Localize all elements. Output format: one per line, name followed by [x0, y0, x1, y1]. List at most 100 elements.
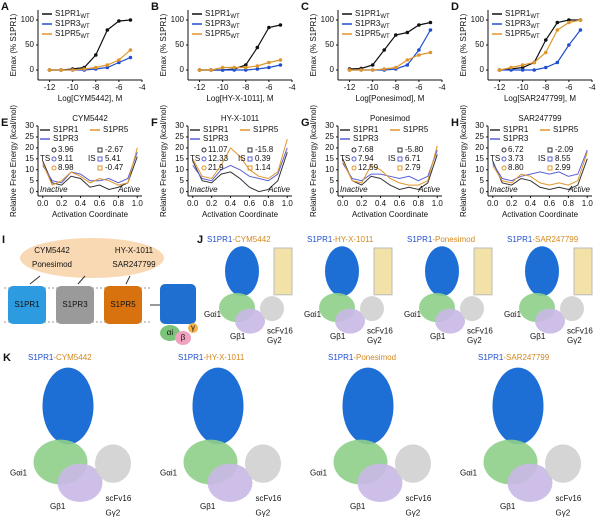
y-tick-label: 0 — [480, 65, 485, 74]
legend-name: S1PR1 — [355, 9, 381, 18]
legend-name: S1PR5 — [505, 29, 531, 38]
x-tick-label: 0.0 — [487, 199, 499, 208]
panel-letter: G — [301, 117, 310, 129]
y-tick-label: 25 — [175, 132, 184, 141]
g-gamma-label: Gγ2 — [106, 508, 121, 517]
x-tick-label: 0.2 — [56, 199, 68, 208]
receptor-density — [525, 246, 559, 297]
g-beta-label: Gβ1 — [200, 502, 216, 511]
is-value: 5.41 — [105, 154, 121, 163]
receptor-box — [104, 286, 142, 324]
ts-marker — [51, 156, 57, 162]
y-tick-label: 0 — [330, 187, 335, 196]
ts-value: 12.59 — [358, 163, 379, 172]
ligand-name: HY-X-1011 — [115, 246, 154, 255]
legend-name: S1PR3 — [203, 134, 229, 143]
x-tick-label: -8 — [242, 83, 250, 92]
legend-entry: S1PR5WT — [205, 29, 240, 39]
series-line — [349, 51, 431, 71]
series-line — [192, 152, 288, 193]
data-point — [543, 65, 548, 70]
y-tick-label: 10 — [325, 165, 334, 174]
data-point — [209, 68, 213, 72]
arrow — [77, 275, 86, 285]
start-label: Inactive — [40, 185, 68, 194]
is-value: -2.09 — [555, 145, 574, 154]
y-axis-label: Emax (% S1PR1) — [159, 13, 168, 76]
ligand-name: -HY-X-1011 — [203, 353, 244, 362]
ts-value: 3.73 — [508, 154, 524, 163]
legend-subscript: WT — [530, 24, 540, 30]
legend-name: S1PR1 — [203, 125, 229, 134]
legend-name: S1PR1 — [503, 125, 529, 134]
x-tick-label: 0.4 — [375, 199, 387, 208]
y-tick-label: 15 — [25, 154, 34, 163]
series-line — [342, 145, 438, 186]
legend-entry: S1PR5 — [403, 125, 429, 134]
y-axis-label: Relative Free Energy (kcal/mol) — [159, 105, 168, 217]
legend-entry: S1PR5 — [103, 125, 129, 134]
series-line — [49, 49, 131, 71]
g-beta-label: Gβ1 — [230, 332, 246, 341]
legend-entry: S1PR1WT — [55, 9, 90, 19]
data-point — [267, 25, 271, 30]
ts-value: 3.96 — [58, 145, 74, 154]
y-tick-label: 0 — [180, 187, 185, 196]
g-alpha-label: αi — [167, 328, 174, 337]
series-line — [492, 158, 588, 190]
is-value: -5.80 — [405, 145, 424, 154]
data-point — [428, 20, 433, 25]
legend-subscript: WT — [80, 24, 90, 30]
data-point — [428, 50, 433, 55]
data-point — [520, 68, 525, 72]
legend-name: S1PR3 — [503, 134, 529, 143]
legend-entry: S1PR1WT — [205, 9, 240, 19]
legend-name: S1PR5 — [403, 125, 429, 134]
is-marker — [547, 156, 553, 162]
g-beta-label: Gβ1 — [330, 332, 346, 341]
ts-marker — [351, 147, 357, 153]
legend-subscript: WT — [230, 14, 240, 20]
is-label: IS — [538, 154, 546, 163]
panel-letter: D — [451, 1, 459, 13]
g-alpha — [160, 325, 180, 341]
is-label: IS — [388, 154, 396, 163]
x-tick-label: 0.6 — [544, 199, 556, 208]
receptor-name: S1PR5 — [110, 300, 136, 309]
data-point — [128, 55, 133, 60]
data-point — [532, 60, 537, 65]
y-axis-label: Emax (% S1PR1) — [309, 13, 318, 76]
legend-entry: S1PR1 — [53, 125, 79, 134]
panel-letter: I — [2, 234, 5, 246]
ligand-name: -SAR247799 — [532, 235, 578, 244]
series-line — [499, 19, 581, 71]
series-line — [342, 154, 438, 190]
ts-label: TS — [340, 154, 350, 163]
chart-title: CYM5442 — [72, 114, 108, 123]
g-alpha-label: Gαi1 — [460, 468, 478, 477]
series-line — [492, 149, 588, 182]
data-point — [417, 48, 421, 52]
ts-value: 6.72 — [508, 145, 524, 154]
ligand-density — [473, 247, 493, 296]
x-tick-label: 0.4 — [525, 199, 537, 208]
x-tick-label: -6 — [565, 83, 573, 92]
receptor-name: S1PR1 — [407, 235, 433, 244]
data-point — [417, 23, 421, 27]
data-point — [243, 65, 248, 70]
data-point — [382, 67, 387, 71]
is-value: 6.71 — [405, 154, 421, 163]
x-tick-label: 0.8 — [563, 199, 575, 208]
legend-name: S1PR5 — [355, 29, 381, 38]
x-tick-label: -6 — [115, 83, 123, 92]
structure-title: S1PR1-Ponesimod — [328, 353, 396, 362]
y-tick-label: 25 — [475, 132, 484, 141]
ts-value: 7.68 — [358, 145, 374, 154]
chart-title: SAR247799 — [518, 114, 562, 123]
g-beta-density — [57, 463, 103, 502]
y-tick-label: 10 — [475, 165, 484, 174]
legend-name: S1PR1 — [353, 125, 379, 134]
x-tick-label: 1.0 — [582, 199, 594, 208]
data-point — [555, 20, 560, 25]
